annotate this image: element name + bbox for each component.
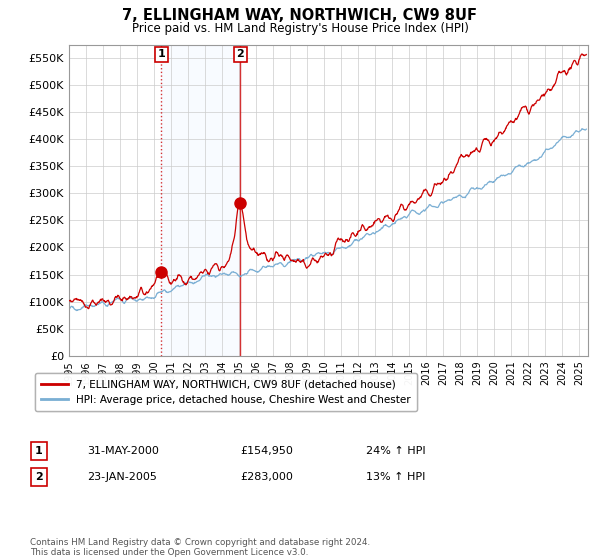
Text: Price paid vs. HM Land Registry's House Price Index (HPI): Price paid vs. HM Land Registry's House … — [131, 22, 469, 35]
Bar — [161, 45, 240, 356]
Text: Contains HM Land Registry data © Crown copyright and database right 2024.
This d: Contains HM Land Registry data © Crown c… — [30, 538, 370, 557]
Text: 13% ↑ HPI: 13% ↑ HPI — [366, 472, 425, 482]
Text: 2: 2 — [236, 49, 244, 59]
Legend: 7, ELLINGHAM WAY, NORTHWICH, CW9 8UF (detached house), HPI: Average price, detac: 7, ELLINGHAM WAY, NORTHWICH, CW9 8UF (de… — [35, 373, 417, 411]
Text: £283,000: £283,000 — [240, 472, 293, 482]
Text: 7, ELLINGHAM WAY, NORTHWICH, CW9 8UF: 7, ELLINGHAM WAY, NORTHWICH, CW9 8UF — [122, 8, 478, 24]
Text: 1: 1 — [35, 446, 43, 456]
Text: 24% ↑ HPI: 24% ↑ HPI — [366, 446, 425, 456]
Text: 2: 2 — [35, 472, 43, 482]
Text: 1: 1 — [157, 49, 165, 59]
Text: 31-MAY-2000: 31-MAY-2000 — [87, 446, 159, 456]
Text: 23-JAN-2005: 23-JAN-2005 — [87, 472, 157, 482]
Text: £154,950: £154,950 — [240, 446, 293, 456]
